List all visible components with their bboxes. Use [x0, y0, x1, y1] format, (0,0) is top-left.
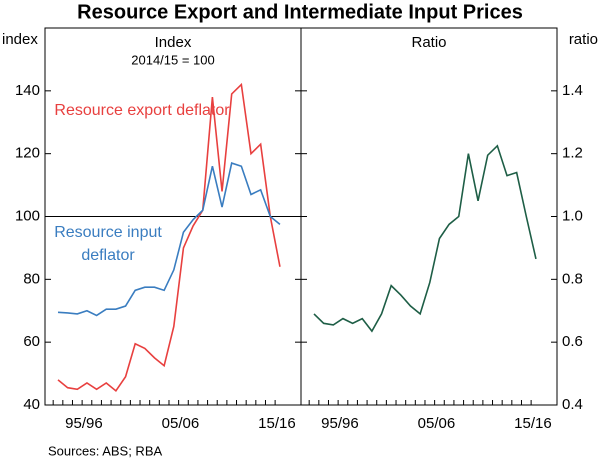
panel-title: Index	[155, 34, 192, 51]
chart-title: Resource Export and Intermediate Input P…	[77, 1, 523, 23]
series-label: Resource export deflator	[54, 102, 230, 119]
y-tick-label: 120	[15, 145, 40, 162]
series-label: Resource input deflator	[54, 224, 162, 264]
y-tick-label: 0.6	[562, 333, 583, 350]
y-tick-label: 60	[23, 333, 40, 350]
series-line	[313, 144, 537, 333]
source: Sources: ABS; RBA	[48, 443, 162, 458]
y-tick-label: 1.4	[562, 82, 583, 99]
y-axis-label: index	[2, 31, 38, 48]
y-tick-label: 1.2	[562, 145, 583, 162]
y-tick-label: 0.4	[562, 396, 583, 413]
y-tick-label: 100	[15, 207, 40, 224]
y-tick-label: 40	[23, 396, 40, 413]
y-tick-label: 140	[15, 82, 40, 99]
series-line	[57, 82, 281, 393]
x-tick-label: 05/06	[418, 415, 456, 432]
x-tick-label: 15/16	[514, 415, 552, 432]
x-tick-label: 95/96	[65, 415, 103, 432]
y-tick-label: 1.0	[562, 207, 583, 224]
y-axis-label: ratio	[569, 31, 598, 48]
panel-title: Ratio	[411, 34, 446, 51]
x-tick-label: 95/96	[321, 415, 359, 432]
y-tick-label: 0.8	[562, 270, 583, 287]
panel-subtitle: 2014/15 = 100	[131, 52, 215, 67]
series-line	[57, 162, 281, 317]
x-tick-label: 05/06	[162, 415, 200, 432]
x-tick-label: 15/16	[258, 415, 296, 432]
y-tick-label: 80	[23, 270, 40, 287]
